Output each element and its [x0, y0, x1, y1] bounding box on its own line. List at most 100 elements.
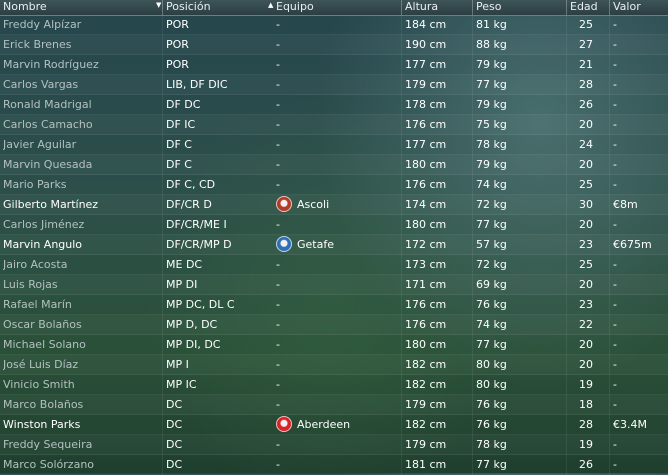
column-divider [609, 135, 610, 155]
player-age: 22 [579, 318, 593, 331]
club-crest-icon[interactable] [276, 416, 292, 432]
player-row[interactable]: Marvin Angulo DF/CR/MP D Getafe 172 cm 57 kg… [0, 235, 668, 255]
player-row[interactable]: Rafael Marín MP DC, DL C - 176 cm 76 kg 23 - [0, 295, 668, 315]
player-weight: 76 kg [476, 298, 507, 311]
column-header-position[interactable]: Posición [166, 0, 211, 13]
column-divider [472, 435, 473, 455]
player-weight: 72 kg [476, 258, 507, 271]
column-divider [162, 415, 163, 435]
column-header-weight[interactable]: Peso [476, 0, 502, 13]
player-list: Freddy Alpízar POR - 184 cm 81 kg 25 - Erick Br… [0, 15, 668, 475]
column-divider [566, 255, 567, 275]
player-row[interactable]: José Luis Díaz MP I - 182 cm 80 kg 20 - [0, 355, 668, 375]
player-value: - [613, 178, 617, 191]
table-header: Nombre ▼ Posición ▲ Equipo Altura Peso E… [0, 0, 668, 16]
column-header-height[interactable]: Altura [405, 0, 439, 13]
player-row[interactable]: Marco Solórzano DC - 181 cm 77 kg 26 - [0, 455, 668, 475]
column-divider[interactable] [401, 0, 402, 15]
player-position: DF DC [166, 98, 201, 111]
player-row[interactable]: Ronald Madrigal DF DC - 178 cm 79 kg 26 - [0, 95, 668, 115]
column-divider [162, 455, 163, 475]
column-header-team[interactable]: Equipo [276, 0, 314, 13]
player-team[interactable]: Ascoli [276, 195, 401, 215]
player-row[interactable]: Jairo Acosta ME DC - 173 cm 72 kg 25 - [0, 255, 668, 275]
column-divider [401, 235, 402, 255]
club-crest-icon[interactable] [276, 236, 292, 252]
player-value: €3.4M [613, 418, 647, 431]
player-height: 182 cm [405, 358, 447, 371]
player-height: 171 cm [405, 278, 447, 291]
team-name: - [276, 158, 280, 171]
player-age: 28 [579, 418, 593, 431]
column-divider [609, 255, 610, 275]
column-divider [162, 335, 163, 355]
column-header-value[interactable]: Valor [613, 0, 641, 13]
team-name[interactable]: Getafe [297, 238, 334, 251]
team-name[interactable]: Aberdeen [297, 418, 351, 431]
player-team: - [276, 175, 401, 195]
column-divider [401, 135, 402, 155]
player-row[interactable]: Marvin Quesada DF C - 180 cm 79 kg 20 - [0, 155, 668, 175]
player-team[interactable]: Getafe [276, 235, 401, 255]
player-row[interactable]: Mario Parks DF C, CD - 176 cm 74 kg 25 - [0, 175, 668, 195]
column-divider [401, 275, 402, 295]
player-age: 25 [579, 18, 593, 31]
player-weight: 77 kg [476, 78, 507, 91]
column-divider[interactable] [566, 0, 567, 15]
column-divider [162, 235, 163, 255]
column-divider[interactable] [162, 0, 163, 15]
column-divider [566, 395, 567, 415]
player-height: 173 cm [405, 258, 447, 271]
column-divider [162, 95, 163, 115]
column-divider [401, 315, 402, 335]
player-team[interactable]: Aberdeen [276, 415, 401, 435]
sort-asc-icon[interactable]: ▲ [268, 1, 274, 9]
player-row[interactable]: Marco Bolaños DC - 179 cm 76 kg 18 - [0, 395, 668, 415]
player-row[interactable]: Javier Aguilar DF C - 177 cm 78 kg 24 - [0, 135, 668, 155]
column-divider [401, 375, 402, 395]
column-divider[interactable] [609, 0, 610, 15]
column-divider [566, 115, 567, 135]
team-name: - [276, 138, 280, 151]
player-age: 20 [579, 278, 593, 291]
player-value: - [613, 438, 617, 451]
player-row[interactable]: Oscar Bolaños MP D, DC - 176 cm 74 kg 22 - [0, 315, 668, 335]
column-divider [162, 315, 163, 335]
player-position: LIB, DF DIC [166, 78, 228, 91]
player-height: 180 cm [405, 338, 447, 351]
player-row[interactable]: Carlos Camacho DF IC - 176 cm 75 kg 20 - [0, 115, 668, 135]
player-row[interactable]: Freddy Alpízar POR - 184 cm 81 kg 25 - [0, 15, 668, 35]
player-row[interactable]: Winston Parks DC Aberdeen 182 cm 76 kg 28 €3.4… [0, 415, 668, 435]
player-team: - [276, 15, 401, 35]
player-row[interactable]: Vinicio Smith MP IC - 182 cm 80 kg 19 - [0, 375, 668, 395]
column-header-name[interactable]: Nombre [3, 0, 47, 13]
player-value: - [613, 398, 617, 411]
column-divider [472, 155, 473, 175]
team-name: - [276, 318, 280, 331]
player-row[interactable]: Carlos Jiménez DF/CR/ME I - 180 cm 77 kg 20 - [0, 215, 668, 235]
column-divider[interactable] [472, 0, 473, 15]
player-row[interactable]: Erick Brenes POR - 190 cm 88 kg 27 - [0, 35, 668, 55]
player-row[interactable]: Luis Rojas MP DI - 171 cm 69 kg 20 - [0, 275, 668, 295]
player-weight: 79 kg [476, 58, 507, 71]
column-divider [609, 75, 610, 95]
player-row[interactable]: Marvin Rodríguez POR - 177 cm 79 kg 21 - [0, 55, 668, 75]
player-weight: 80 kg [476, 358, 507, 371]
team-name: - [276, 458, 280, 471]
team-name[interactable]: Ascoli [297, 198, 330, 211]
player-row[interactable]: Michael Solano MP DI, DC - 180 cm 77 kg 20 - [0, 335, 668, 355]
sort-desc-icon[interactable]: ▼ [156, 1, 162, 9]
club-crest-icon[interactable] [276, 196, 292, 212]
player-name: Jairo Acosta [3, 258, 68, 271]
player-row[interactable]: Carlos Vargas LIB, DF DIC - 179 cm 77 kg 28 - [0, 75, 668, 95]
column-divider [472, 335, 473, 355]
player-row[interactable]: Freddy Sequeira DC - 179 cm 78 kg 19 - [0, 435, 668, 455]
player-row[interactable]: Gilberto Martínez DF/CR D Ascoli 174 cm 72 k… [0, 195, 668, 215]
player-age: 24 [579, 138, 593, 151]
column-divider [162, 115, 163, 135]
player-team: - [276, 355, 401, 375]
column-divider [162, 15, 163, 35]
player-value: - [613, 318, 617, 331]
column-header-age[interactable]: Edad [570, 0, 598, 13]
column-divider [566, 215, 567, 235]
